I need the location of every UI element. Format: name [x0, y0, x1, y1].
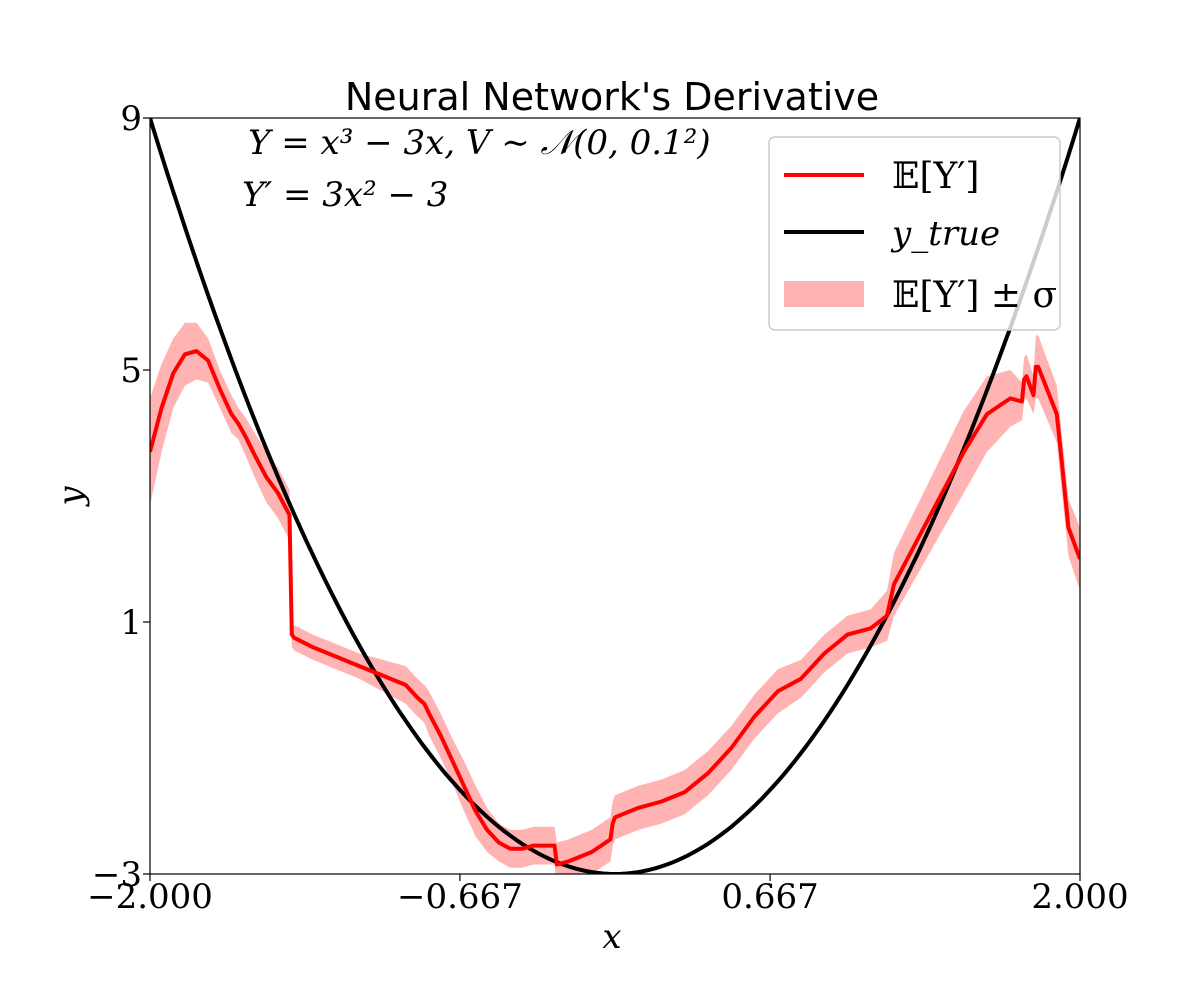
y-tick-label: 5	[120, 351, 142, 391]
y-tick-label: −3	[92, 855, 142, 895]
plot-area	[150, 118, 1080, 874]
axes-frame	[149, 117, 1081, 875]
y-tick-label: 1	[120, 603, 142, 643]
annotation-equation-y-prime: Y′ = 3x² − 3	[242, 175, 448, 215]
legend-band-icon	[784, 281, 864, 307]
x-tick-label: 2.000	[1031, 877, 1128, 917]
legend-label-band: 𝔼[Y′] ± σ	[892, 275, 1057, 316]
y-tick-label: 9	[120, 99, 142, 139]
y-axis-label: y	[51, 486, 91, 508]
series-line-mean-derivative	[150, 349, 1080, 867]
chart-title: Neural Network's Derivative	[345, 75, 879, 119]
legend-label-mean: 𝔼[Y′]	[892, 156, 979, 197]
legend: 𝔼[Y′] y_true 𝔼[Y′] ± σ	[768, 136, 1061, 331]
legend-label-true: y_true	[890, 214, 1000, 254]
y-ticks: −3 1 5 9	[92, 99, 150, 895]
x-tick-label: −0.667	[397, 877, 523, 917]
x-axis-label: x	[602, 917, 621, 957]
annotation-equation-y: Y = x³ − 3x, V ∼ 𝒩(0, 0.1²)	[248, 123, 711, 163]
x-ticks: −2.000 −0.667 0.667 2.000	[87, 874, 1129, 917]
x-tick-label: −2.000	[87, 877, 213, 917]
series-line-y-true	[150, 118, 1080, 874]
x-tick-label: 0.667	[721, 877, 818, 917]
